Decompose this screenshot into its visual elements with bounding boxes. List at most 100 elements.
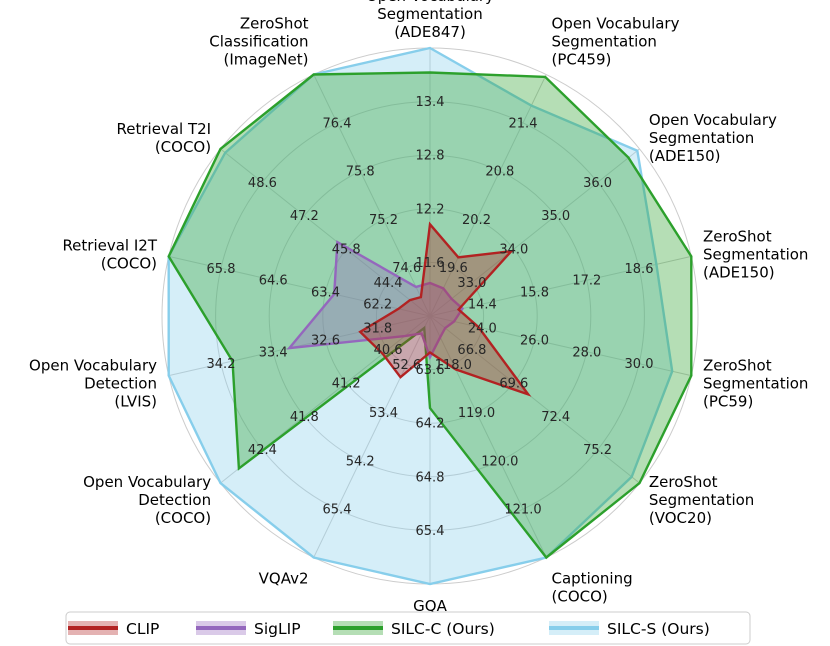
tick-label: 72.4 (541, 410, 570, 425)
axis-label-line: (COCO) (552, 587, 608, 605)
axis-label-line: Detection (84, 375, 157, 393)
axis-label-line: Retrieval I2T (62, 237, 157, 255)
tick-label: 19.6 (439, 261, 468, 276)
spoke-10 (168, 315, 431, 377)
tick-label: 18.6 (625, 262, 654, 277)
tick-label: 21.4 (509, 116, 538, 131)
axis-label-line: (COCO) (155, 509, 211, 527)
axis-label-line: Segmentation (649, 491, 754, 509)
spoke-6 (429, 315, 547, 558)
tick-label: 26.0 (520, 333, 549, 348)
tick-label: 65.4 (416, 524, 445, 539)
axis-label-line: (PC59) (703, 393, 753, 411)
tick-label: 20.8 (485, 165, 514, 180)
axis-label-line: ZeroShot (240, 15, 309, 33)
tick-label: 14.4 (468, 298, 497, 313)
tick-label: 34.2 (207, 357, 236, 372)
tick-label: 24.0 (468, 321, 497, 336)
radar-series (167, 46, 693, 586)
tick-label: 53.4 (369, 406, 398, 421)
axis-label-line: Segmentation (703, 375, 808, 393)
axis-label-line: (ADE150) (703, 264, 775, 282)
spoke-1 (429, 74, 547, 317)
tick-label: 47.2 (290, 209, 319, 224)
tick-label: 54.2 (346, 454, 375, 469)
tick-label: 66.8 (457, 343, 486, 358)
tick-label: 64.2 (416, 417, 445, 432)
axis-label-line: Open Vocabulary (552, 15, 680, 33)
tick-label: 119.0 (458, 406, 495, 421)
legend-frame (65, 611, 751, 645)
axis-label-line: Segmentation (552, 33, 657, 51)
axis-label-line: (VOC20) (649, 509, 712, 527)
tick-label: 65.4 (323, 503, 352, 518)
series-siglip (286, 240, 465, 361)
axis-labels: Open VocabularySegmentation(ADE847)Open … (29, 0, 808, 615)
axis-label-line: (ADE150) (649, 147, 721, 165)
tick-label: 11.6 (416, 256, 445, 271)
tick-label: 33.4 (259, 345, 288, 360)
radar-grid (161, 47, 699, 585)
axis-label-line: ZeroShot (649, 473, 718, 491)
tick-label: 15.8 (520, 286, 549, 301)
tick-labels: 11.6 12.2 12.8 13.4 19.6 20.2 20.8 21.4 33.0 34.0… (207, 95, 654, 539)
tick-label: 40.6 (374, 343, 403, 358)
tick-label: 120.0 (481, 454, 518, 469)
legend-label-silc-s-ours: SILC-S (Ours) (607, 620, 710, 638)
tick-label: 76.4 (323, 116, 352, 131)
axis-label-line: VQAv2 (259, 569, 309, 587)
series-silc-s-ours (167, 46, 674, 586)
spoke-2 (429, 148, 640, 317)
spoke-11 (168, 255, 431, 317)
tick-label: 33.0 (457, 276, 486, 291)
axis-label-line: Segmentation (377, 5, 482, 23)
axis-label-line: (ImageNet) (223, 51, 308, 69)
axis-label-line: (ADE847) (394, 23, 466, 41)
tick-label: 118.0 (435, 358, 472, 373)
legend-label-silc-c-ours: SILC-C (Ours) (391, 620, 495, 638)
tick-label: 45.8 (332, 243, 361, 258)
axis-label-line: Open Vocabulary (649, 111, 777, 129)
spoke-4 (429, 315, 692, 377)
tick-label: 74.6 (392, 261, 421, 276)
spoke-12 (220, 148, 431, 317)
axis-label-line: Segmentation (649, 129, 754, 147)
tick-label: 36.0 (583, 176, 612, 191)
tick-label: 34.0 (499, 243, 528, 258)
axis-label-line: Segmentation (703, 246, 808, 264)
tick-label: 41.2 (332, 376, 361, 391)
spoke-3 (429, 255, 692, 317)
tick-label: 30.0 (625, 357, 654, 372)
tick-label: 12.2 (416, 202, 445, 217)
axis-label-line: ZeroShot (703, 228, 772, 246)
axis-label-line: Detection (138, 491, 211, 509)
axis-label-line: Open Vocabulary (29, 357, 157, 375)
tick-label: 52.6 (392, 358, 421, 373)
axis-label-line: (PC459) (552, 51, 612, 69)
axis-label-line: Retrieval T2I (117, 120, 212, 138)
tick-label: 12.8 (416, 149, 445, 164)
tick-label: 75.2 (583, 443, 612, 458)
tick-label: 31.8 (363, 321, 392, 336)
axis-label-line: (COCO) (155, 138, 211, 156)
series-silc-c-ours (167, 71, 693, 560)
series-clip (358, 221, 532, 397)
tick-label: 13.4 (416, 95, 445, 110)
tick-label: 41.8 (290, 410, 319, 425)
axis-label-line: (LVIS) (114, 393, 157, 411)
tick-label: 64.6 (259, 274, 288, 289)
spoke-5 (429, 315, 640, 484)
axis-label-line: (COCO) (101, 255, 157, 273)
tick-label: 32.6 (311, 333, 340, 348)
tick-label: 69.6 (499, 376, 528, 391)
tick-label: 44.4 (374, 276, 403, 291)
tick-label: 63.6 (416, 363, 445, 378)
axis-label-line: Open Vocabulary (83, 473, 211, 491)
tick-label: 28.0 (572, 345, 601, 360)
tick-label: 48.6 (248, 176, 277, 191)
tick-label: 65.8 (207, 262, 236, 277)
spoke-8 (313, 315, 431, 558)
tick-label: 121.0 (504, 503, 541, 518)
tick-label: 75.8 (346, 165, 375, 180)
